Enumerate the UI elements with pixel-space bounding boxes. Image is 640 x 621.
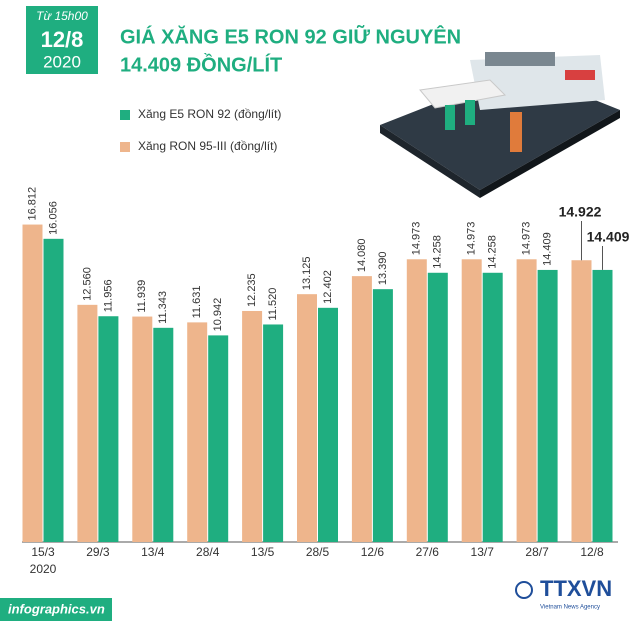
value-label: 14.409 [587, 229, 630, 245]
bar [132, 316, 153, 542]
value-label: 13.390 [377, 252, 389, 286]
bar [571, 260, 592, 542]
value-label: 11.939 [136, 280, 148, 313]
x-tick-label: 27/6 [416, 545, 440, 559]
bar [592, 269, 613, 542]
bar [427, 272, 448, 542]
badge-year: 2020 [43, 52, 81, 71]
value-label: 10.942 [212, 298, 224, 332]
agency-sub: Vietnam News Agency [540, 605, 600, 611]
bar [482, 272, 503, 542]
value-label: 11.343 [157, 291, 169, 324]
bar [318, 307, 338, 542]
value-label: 14.258 [487, 235, 499, 269]
value-label: 14.258 [432, 235, 444, 269]
value-label: 11.631 [191, 286, 203, 319]
bar [461, 259, 482, 542]
bar [297, 294, 317, 542]
bar [153, 327, 174, 542]
legend-label: Xăng E5 RON 92 (đồng/lít) [138, 107, 281, 121]
badge-date: 12/8 [41, 27, 84, 52]
value-label: 12.402 [322, 270, 334, 304]
x-tick-label: 12/6 [361, 545, 385, 559]
value-label: 11.956 [102, 279, 114, 312]
value-label: 14.973 [521, 222, 533, 256]
x-tick-label: 13/5 [251, 545, 275, 559]
chart-title: GIÁ XĂNG E5 RON 92 GIỮ NGUYÊN [120, 24, 461, 48]
value-label: 13.125 [301, 257, 313, 291]
date-badge [26, 6, 98, 74]
value-label: 12.560 [81, 267, 93, 301]
bar [372, 289, 393, 542]
value-label: 14.922 [559, 204, 602, 220]
value-label: 12.235 [246, 273, 258, 307]
chart-subtitle: 14.409 ĐỒNG/LÍT [120, 52, 282, 76]
bar [242, 310, 263, 542]
illustration [380, 52, 620, 198]
bar [98, 316, 119, 542]
bar [351, 276, 372, 542]
value-label: 16.056 [47, 201, 59, 235]
value-label: 16.812 [26, 187, 38, 221]
footer-band [0, 598, 112, 621]
agency: TTXVN [540, 576, 612, 601]
legend-label: Xăng RON 95-III (đồng/lít) [138, 139, 277, 153]
x-tick-label: 13/4 [141, 545, 165, 559]
x-tick-label: 13/7 [471, 545, 495, 559]
x-tick-year: 2020 [30, 562, 57, 576]
value-label: 14.973 [411, 222, 423, 256]
bar [537, 269, 558, 542]
bar [43, 238, 64, 542]
x-tick-label: 29/3 [86, 545, 110, 559]
badge-time: Từ 15h00 [36, 9, 88, 23]
bar [263, 324, 284, 542]
bar [516, 259, 537, 542]
bar [22, 224, 43, 543]
x-tick-label: 28/5 [306, 545, 330, 559]
x-tick-label: 28/7 [525, 545, 549, 559]
bar [77, 304, 98, 542]
legend-swatch [120, 142, 130, 152]
bar [187, 322, 208, 542]
source: infographics.vn [8, 601, 105, 616]
bar [208, 335, 229, 542]
copyright-icon [515, 581, 533, 599]
value-label: 14.973 [466, 222, 478, 256]
value-label: 14.080 [356, 238, 368, 272]
value-label: 11.520 [267, 288, 279, 321]
x-tick-label: 12/8 [580, 545, 604, 559]
legend-swatch [120, 110, 130, 120]
bar [406, 259, 427, 542]
value-label: 14.409 [542, 232, 554, 266]
x-tick-label: 15/3 [31, 545, 55, 559]
x-tick-label: 28/4 [196, 545, 220, 559]
